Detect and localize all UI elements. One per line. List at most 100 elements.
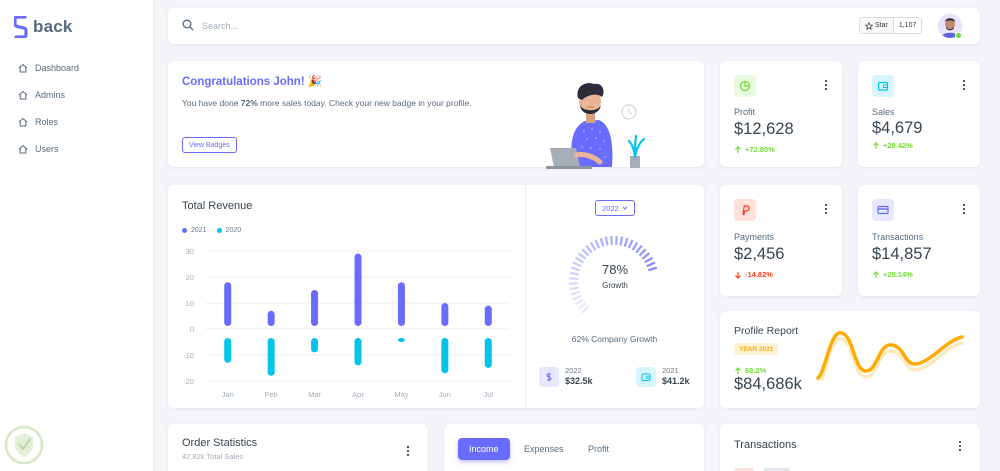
bar-2021 (311, 290, 319, 326)
sidebar-item-label: Admins (35, 89, 66, 100)
arrow-up-icon (873, 141, 879, 149)
gauge-segment (644, 256, 654, 264)
online-status-dot (955, 32, 962, 39)
profile-report-sparkline (816, 331, 964, 381)
more-options-icon[interactable] (962, 79, 966, 91)
more-options-icon[interactable] (824, 203, 828, 215)
sidebar-item-admins[interactable]: Admins (18, 81, 79, 108)
gauge-segment (572, 294, 582, 301)
brand-name: back (33, 17, 73, 36)
bar-2021 (441, 303, 449, 326)
more-options-icon[interactable] (958, 440, 962, 452)
bar-2020 (224, 338, 232, 363)
transactions-list-title: Transactions (734, 439, 797, 451)
sales-card: Sales $4,679 +28.42% (858, 61, 980, 167)
legend-item: 2021 (182, 227, 207, 234)
revenue-title: Total Revenue (182, 200, 253, 212)
sidebar-item-users[interactable]: Users (18, 135, 79, 162)
home-icon (18, 117, 28, 126)
gauge-segment (638, 305, 647, 314)
arrow-down-icon (735, 271, 741, 279)
gauge-segment (635, 244, 643, 254)
bar-2021 (484, 305, 492, 326)
year-select-button[interactable]: 2022 (595, 200, 635, 216)
welcome-text: You have done 72% more sales today. Chec… (182, 96, 472, 110)
revenue-divider (525, 185, 526, 408)
revenue-summary-2022: 2022 $32.5k (539, 366, 593, 387)
chart-legend: 2021 2020 (182, 227, 251, 234)
profile-report-card: Profile Report YEAR 2021 68.2% $84,686k (720, 311, 980, 408)
bar-2021 (267, 310, 275, 326)
gauge-segment (569, 282, 579, 285)
y-tick-label: 30 (186, 247, 194, 256)
gauge-segment (574, 256, 584, 264)
gauge-segment (641, 302, 651, 310)
revenue-summary-2021: 2021 $41.2k (636, 366, 690, 387)
x-tick-label: Jul (483, 390, 493, 399)
star-label: Star (875, 22, 888, 29)
chart-pie-icon (739, 80, 751, 92)
avatar-image (938, 14, 962, 38)
order-statistics-card: Order Statistics 42.82k Total Sales (168, 424, 428, 471)
search-input[interactable] (202, 17, 492, 35)
sidebar-item-roles[interactable]: Roles (18, 108, 79, 135)
payments-change: -14.82% (734, 270, 773, 279)
gauge-segment (644, 298, 654, 306)
sidebar-menu: Dashboard Admins Roles Users (18, 54, 79, 162)
arrow-up-icon (735, 145, 741, 153)
gauge-segment (570, 290, 580, 296)
github-star-button[interactable]: Star 1,107 (859, 17, 923, 34)
legend-marker (182, 228, 187, 233)
sidebar-item-label: Users (35, 143, 59, 154)
more-options-icon[interactable] (824, 79, 828, 91)
gauge-segment (599, 237, 605, 247)
growth-label: Growth (602, 281, 628, 290)
order-statistics-subtitle: 42.82k Total Sales (182, 452, 244, 461)
more-options-icon[interactable] (406, 445, 410, 457)
brand-logo[interactable]: back (14, 16, 73, 38)
tab-profit[interactable]: Profit (577, 438, 620, 460)
transactions-list-card: Transactions (720, 424, 980, 471)
profile-report-change: 68.2% (734, 366, 766, 375)
legend-item: 2020 (216, 227, 242, 234)
tab-expenses[interactable]: Expenses (513, 438, 575, 460)
gauge-segment (615, 236, 618, 246)
sales-value: $4,679 (872, 119, 923, 137)
profile-report-value: $84,686k (734, 375, 802, 393)
x-tick-label: Feb (265, 390, 278, 399)
growth-radial-gauge (569, 236, 659, 314)
gauge-segment (585, 244, 593, 254)
gauge-segment (646, 261, 656, 268)
gauge-segment (649, 277, 659, 280)
gauge-segment (569, 286, 579, 291)
paypal-icon (742, 205, 750, 216)
sales-icon-box (872, 75, 894, 97)
more-options-icon[interactable] (962, 203, 966, 215)
home-icon (18, 90, 28, 99)
sidebar-item-dashboard[interactable]: Dashboard (18, 54, 79, 81)
gauge-segment (648, 266, 658, 272)
transactions-change: +28.14% (872, 270, 913, 279)
summary-value: $41.2k (662, 376, 690, 386)
shield-watermark-icon (4, 425, 44, 465)
star-icon (865, 21, 873, 30)
y-tick-label: 0 (190, 325, 194, 334)
total-revenue-card: Total Revenue 2021 2020 30 20 10 0 -10 -20 Jan… (168, 185, 704, 408)
gauge-segment (649, 271, 659, 276)
transaction-item-placeholder (764, 468, 790, 471)
gauge-segment (572, 261, 582, 268)
bar-2020 (267, 338, 275, 376)
y-tick-label: 10 (186, 299, 194, 308)
legend-marker (216, 228, 222, 233)
profit-change-value: +72.80% (745, 145, 775, 154)
company-growth-text: 62% Company Growth (571, 334, 658, 344)
legend-label: 2020 (225, 227, 242, 234)
welcome-title: Congratulations John! 🎉 (182, 76, 323, 88)
credit-card-icon (877, 205, 889, 215)
view-badges-button[interactable]: View Badges (182, 137, 237, 153)
arrow-up-icon (873, 270, 879, 278)
tab-income[interactable]: Income (458, 438, 510, 460)
top-navbar: Star 1,107 (168, 8, 980, 44)
x-tick-label: Jan (222, 390, 234, 399)
sidebar-item-label: Roles (35, 116, 59, 127)
